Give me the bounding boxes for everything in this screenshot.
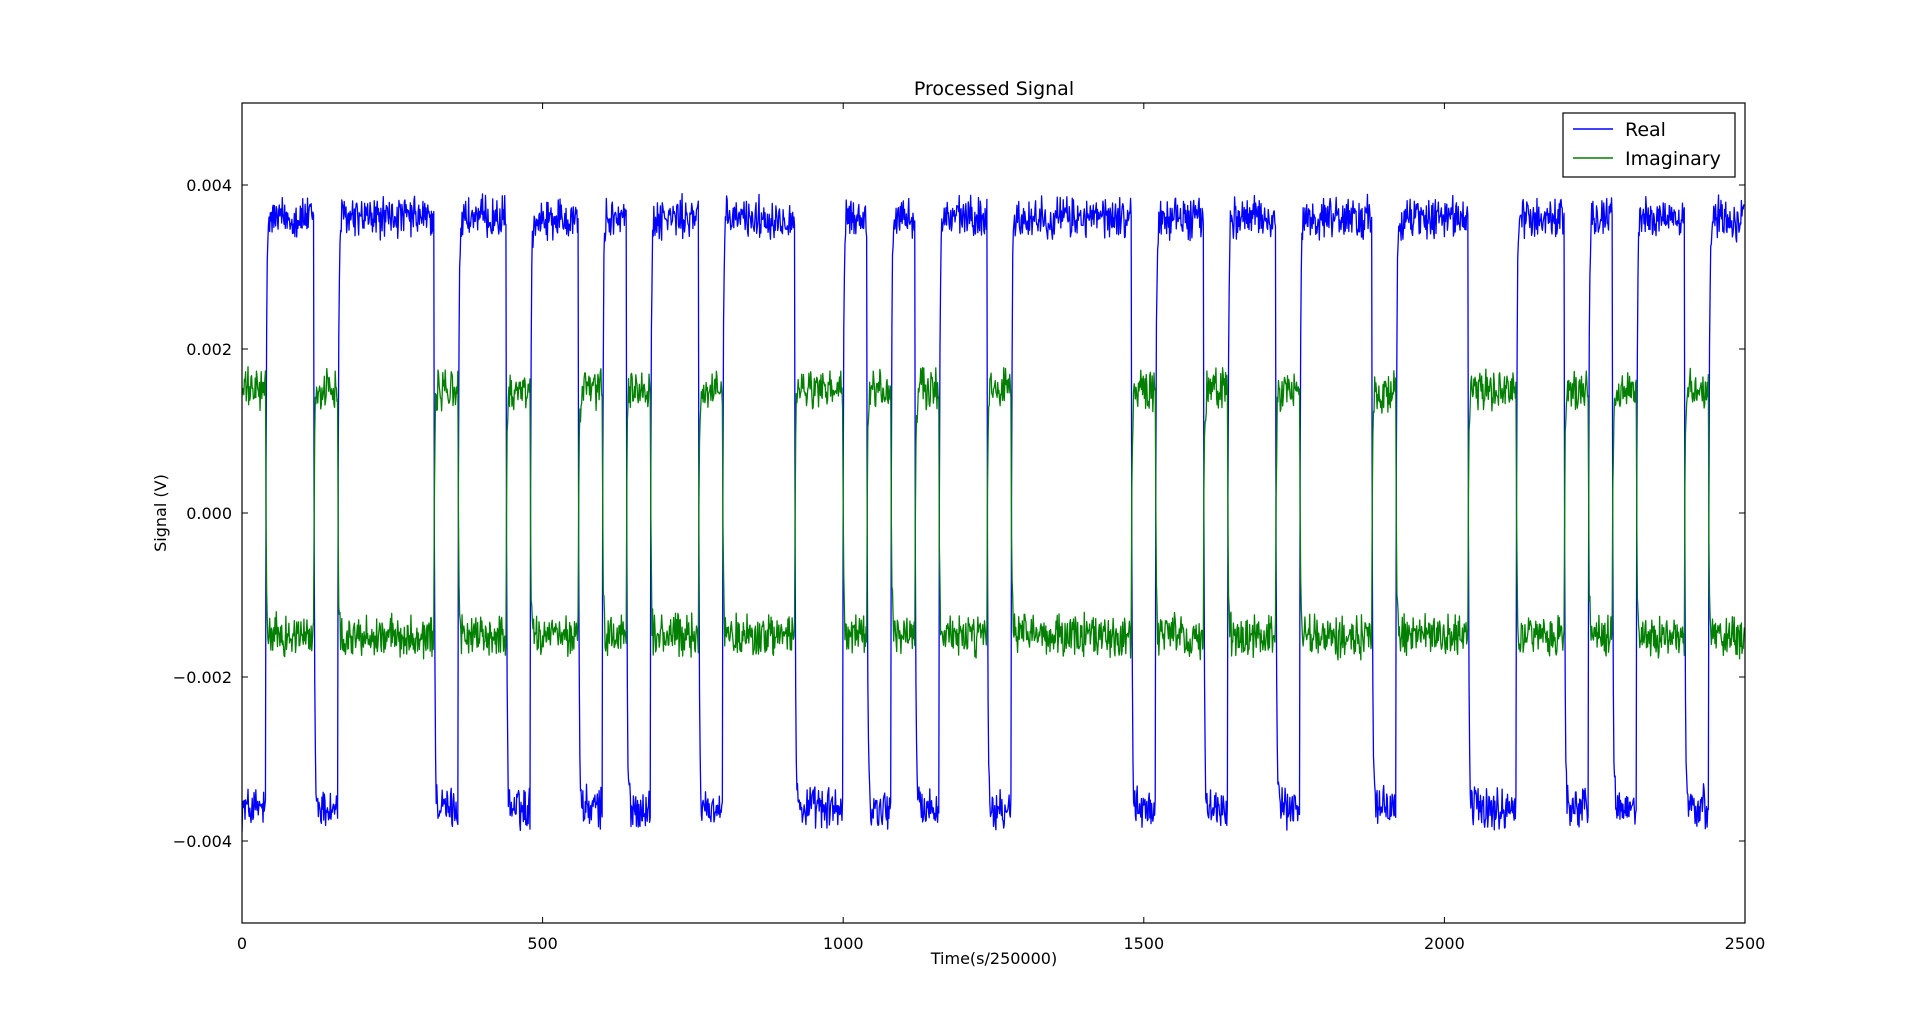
y-tick-label: −0.002 xyxy=(173,668,232,687)
y-axis: 0.004 0.002 0.000 −0.002 −0.004 xyxy=(173,176,1745,851)
x-axis: 0 500 1000 1500 2000 2500 xyxy=(237,103,1765,953)
y-tick-label: −0.004 xyxy=(173,832,232,851)
legend: Real Imaginary xyxy=(1562,112,1736,178)
y-tick-label: 0.004 xyxy=(186,176,232,195)
x-tick-label: 1500 xyxy=(1123,934,1164,953)
series-line-imaginary xyxy=(242,366,1745,661)
x-tick-label: 2000 xyxy=(1424,934,1465,953)
x-tick-label: 1000 xyxy=(823,934,864,953)
x-tick-label: 2500 xyxy=(1725,934,1766,953)
y-tick-label: 0.000 xyxy=(186,504,232,523)
legend-box xyxy=(1562,112,1736,178)
series-layer xyxy=(242,193,1745,832)
x-tick-label: 0 xyxy=(237,934,247,953)
chart-title: Processed Signal xyxy=(914,78,1074,100)
y-tick-label: 0.002 xyxy=(186,340,232,359)
plot-area xyxy=(242,193,1745,832)
legend-label-real: Real xyxy=(1625,119,1666,141)
series-line-real xyxy=(242,193,1745,832)
y-axis-label: Signal (V) xyxy=(151,474,170,552)
x-tick-label: 500 xyxy=(527,934,558,953)
legend-label-imaginary: Imaginary xyxy=(1625,148,1721,170)
x-axis-label: Time(s/250000) xyxy=(930,949,1057,968)
